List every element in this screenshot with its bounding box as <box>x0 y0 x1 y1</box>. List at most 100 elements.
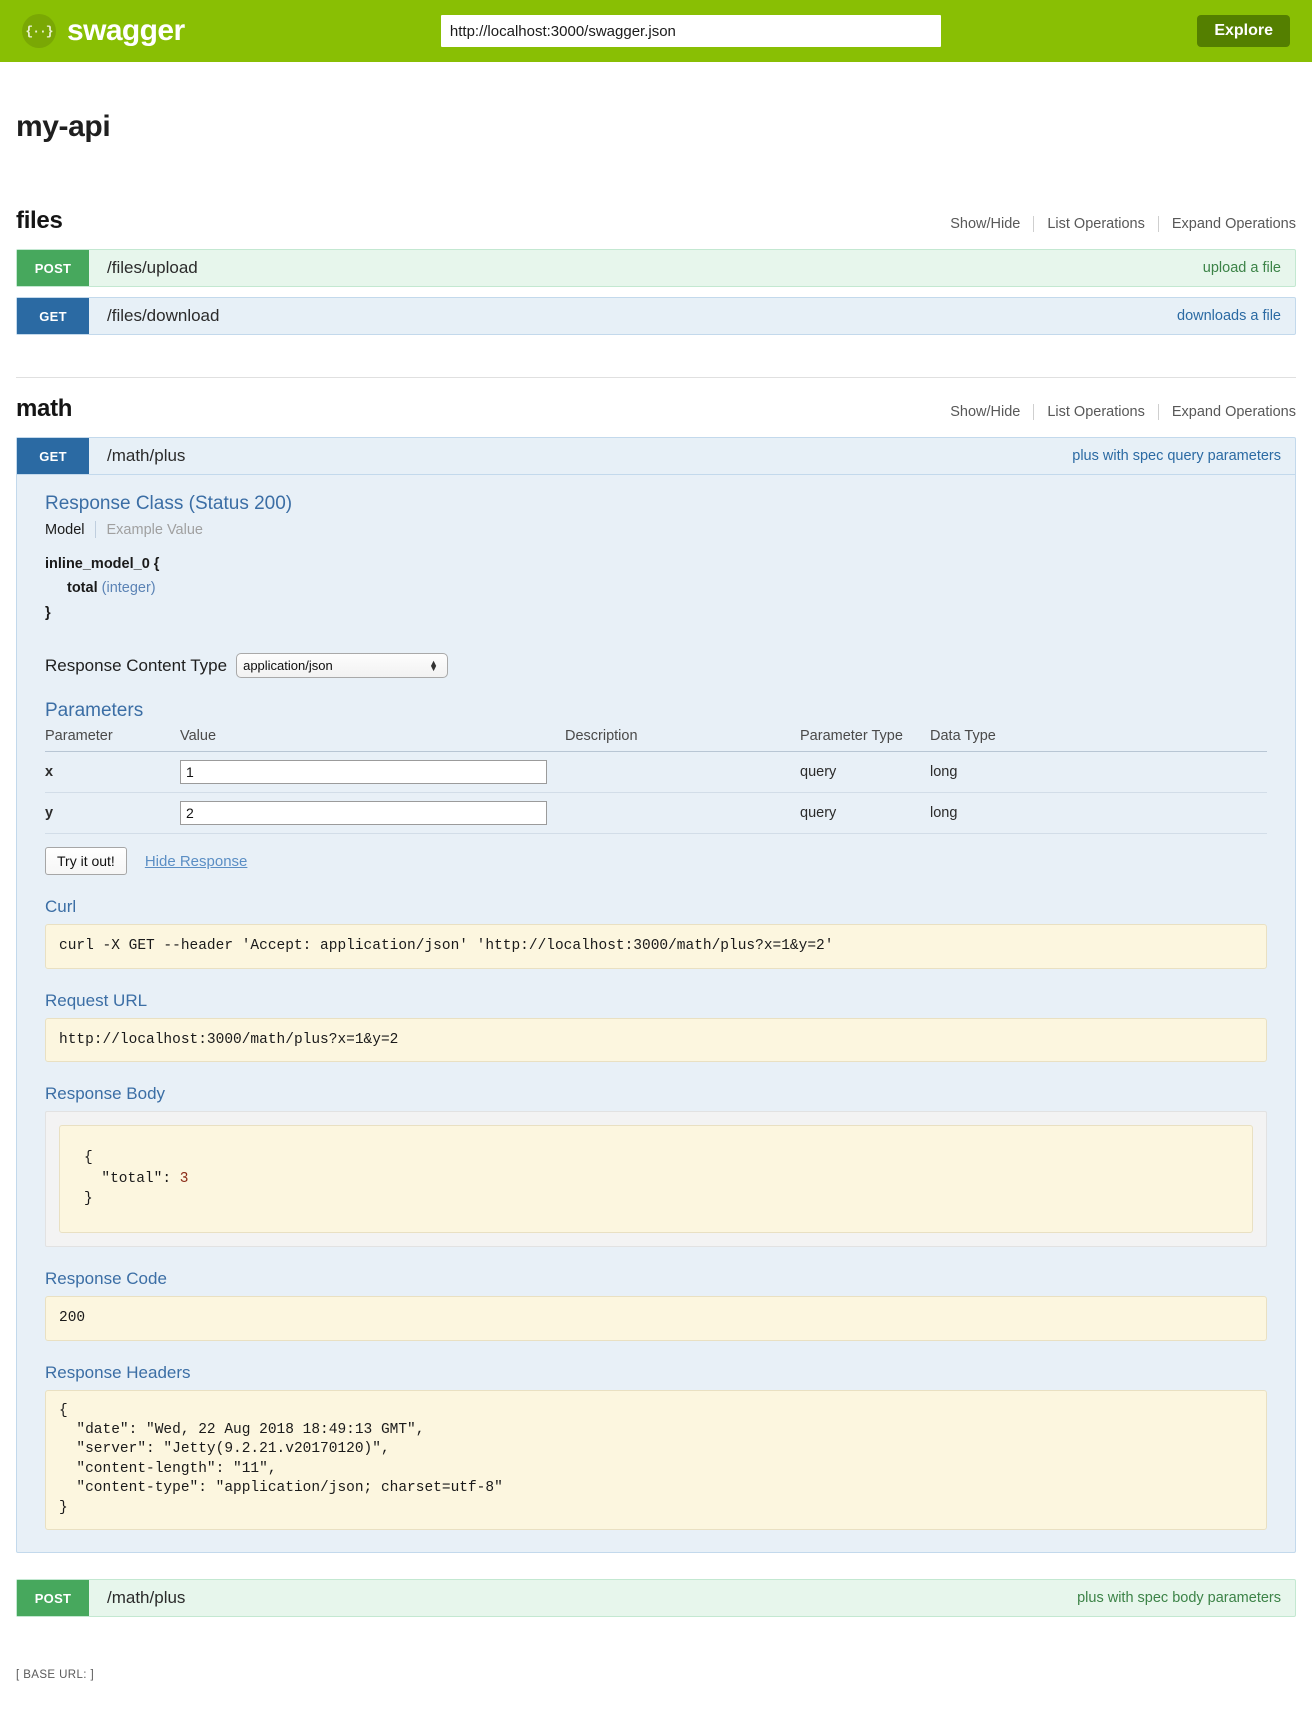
expand-operations-link[interactable]: Expand Operations <box>1171 216 1296 232</box>
resource-options-math: Show/Hide List Operations Expand Operati… <box>937 404 1296 423</box>
divider <box>1033 404 1035 420</box>
operation-header[interactable]: GET /files/download downloads a file <box>16 297 1296 335</box>
param-input-y[interactable] <box>180 801 547 826</box>
response-body-wrapper: { "total": 3 } <box>45 1111 1267 1247</box>
list-operations-link[interactable]: List Operations <box>1047 216 1145 232</box>
operation-summary[interactable]: upload a file <box>1202 260 1281 276</box>
response-body-title: Response Body <box>45 1084 166 1104</box>
resource-heading: files Show/Hide List Operations Expand O… <box>16 190 1296 235</box>
operation-path[interactable]: /math/plus <box>107 446 186 465</box>
operation-body: Response Class (Status 200) Model Exampl… <box>16 475 1296 1554</box>
response-headers-title: Response Headers <box>45 1362 191 1382</box>
divider <box>1157 404 1159 420</box>
tab-example-value[interactable]: Example Value <box>106 521 203 538</box>
spec-url-form <box>185 15 1198 47</box>
parameters-table: Parameter Value Description Parameter Ty… <box>45 726 1267 835</box>
operation-path[interactable]: /files/download <box>107 306 220 325</box>
footer: [ BASE URL: ] <box>0 1653 1312 1701</box>
show-hide-link[interactable]: Show/Hide <box>950 216 1021 232</box>
request-url-value: http://localhost:3000/math/plus?x=1&y=2 <box>45 1017 1267 1063</box>
show-hide-link[interactable]: Show/Hide <box>950 404 1021 420</box>
col-header-description: Description <box>565 726 800 753</box>
topbar: {··} swagger Explore <box>0 0 1312 62</box>
tab-model[interactable]: Model <box>45 521 85 538</box>
param-description-x <box>565 751 800 794</box>
table-row: y query long <box>45 792 1267 835</box>
model-close-brace: } <box>45 604 51 621</box>
response-content-type-row: Response Content Type application/json ▲… <box>45 653 1267 679</box>
response-body-post: } <box>84 1191 93 1208</box>
try-it-out-button[interactable]: Try it out! <box>45 847 127 876</box>
divider <box>1157 216 1159 232</box>
model-name: inline_model_0 { <box>45 556 160 572</box>
operation-header[interactable]: POST /math/plus plus with spec body para… <box>16 1579 1296 1618</box>
param-datatype-y: long <box>930 792 1267 835</box>
list-operations-link[interactable]: List Operations <box>1047 404 1145 420</box>
param-type-y: query <box>800 792 930 835</box>
response-content-type-label: Response Content Type <box>45 655 228 675</box>
resource-files: files Show/Hide List Operations Expand O… <box>16 190 1296 335</box>
col-header-parameter: Parameter <box>45 726 180 753</box>
operation-header[interactable]: GET /math/plus plus with spec query para… <box>16 437 1296 475</box>
expand-operations-link[interactable]: Expand Operations <box>1171 404 1296 420</box>
brand-label: swagger <box>67 14 185 47</box>
param-type-x: query <box>800 751 930 794</box>
operation-summary[interactable]: plus with spec body parameters <box>1077 1590 1281 1607</box>
table-header-row: Parameter Value Description Parameter Ty… <box>45 726 1267 753</box>
operation-get-files-download: GET /files/download downloads a file <box>16 297 1296 335</box>
method-badge-get: GET <box>17 438 89 474</box>
response-body-value: { "total": 3 } <box>59 1125 1253 1233</box>
col-header-value: Value <box>180 726 565 753</box>
table-row: x query long <box>45 751 1267 794</box>
divider <box>1033 216 1035 232</box>
main-container: my-api files Show/Hide List Operations E… <box>0 110 1312 1618</box>
model-signature: inline_model_0 { total (integer) } <box>45 552 1267 625</box>
col-header-parameter-type: Parameter Type <box>800 726 930 753</box>
request-url-title: Request URL <box>45 990 148 1010</box>
base-url-label: [ BASE URL: ] <box>16 1669 95 1682</box>
selected-content-type: application/json <box>243 658 333 674</box>
response-class-title: Response Class (Status 200) <box>45 493 293 514</box>
spec-url-input[interactable] <box>440 15 941 47</box>
model-property-name: total <box>67 580 98 597</box>
response-code-value: 200 <box>45 1295 1267 1341</box>
operation-summary[interactable]: downloads a file <box>1177 308 1281 324</box>
curl-command: curl -X GET --header 'Accept: applicatio… <box>45 924 1267 969</box>
resource-math: math Show/Hide List Operations Expand Op… <box>16 377 1296 1618</box>
response-body-pre: { "total": <box>84 1150 172 1187</box>
operation-get-math-plus: GET /math/plus plus with spec query para… <box>16 437 1296 1554</box>
operation-summary[interactable]: plus with spec query parameters <box>1072 448 1281 464</box>
parameters-title: Parameters <box>45 700 144 722</box>
param-name-y: y <box>45 792 180 835</box>
chevron-updown-icon: ▲ ▼ <box>429 657 439 673</box>
resource-name-math[interactable]: math <box>16 395 73 422</box>
operation-header[interactable]: POST /files/upload upload a file <box>16 249 1296 287</box>
operation-path[interactable]: /files/upload <box>107 258 198 277</box>
swagger-brace-icon: {··} <box>22 14 56 48</box>
method-badge-post: POST <box>17 1580 89 1617</box>
param-value-cell <box>180 792 565 835</box>
page-title: my-api <box>16 110 111 143</box>
operation-path[interactable]: /math/plus <box>107 1588 186 1608</box>
curl-title: Curl <box>45 897 77 917</box>
response-code-title: Response Code <box>45 1268 167 1288</box>
explore-button[interactable]: Explore <box>1197 15 1290 47</box>
swagger-logo[interactable]: {··} swagger <box>22 14 185 48</box>
param-name-x: x <box>45 751 180 794</box>
col-header-data-type: Data Type <box>930 726 1267 753</box>
response-headers-value: { "date": "Wed, 22 Aug 2018 18:49:13 GMT… <box>45 1389 1267 1531</box>
resource-options-files: Show/Hide List Operations Expand Operati… <box>937 216 1296 235</box>
model-property-type: (integer) <box>101 580 156 597</box>
hide-response-link[interactable]: Hide Response <box>144 852 248 870</box>
param-value-cell <box>180 751 565 794</box>
endpoint-list: POST /files/upload upload a file GET /fi… <box>16 249 1296 335</box>
resource-name-files[interactable]: files <box>16 207 63 234</box>
response-content-type-select[interactable]: application/json ▲ ▼ <box>236 653 449 679</box>
param-description-y <box>565 792 800 835</box>
method-badge-get: GET <box>17 298 89 334</box>
endpoint-list: GET /math/plus plus with spec query para… <box>16 437 1296 1618</box>
param-input-x[interactable] <box>180 760 547 785</box>
submit-row: Try it out! Hide Response <box>45 847 1267 876</box>
response-body-number: 3 <box>179 1170 189 1187</box>
param-datatype-x: long <box>930 751 1267 794</box>
